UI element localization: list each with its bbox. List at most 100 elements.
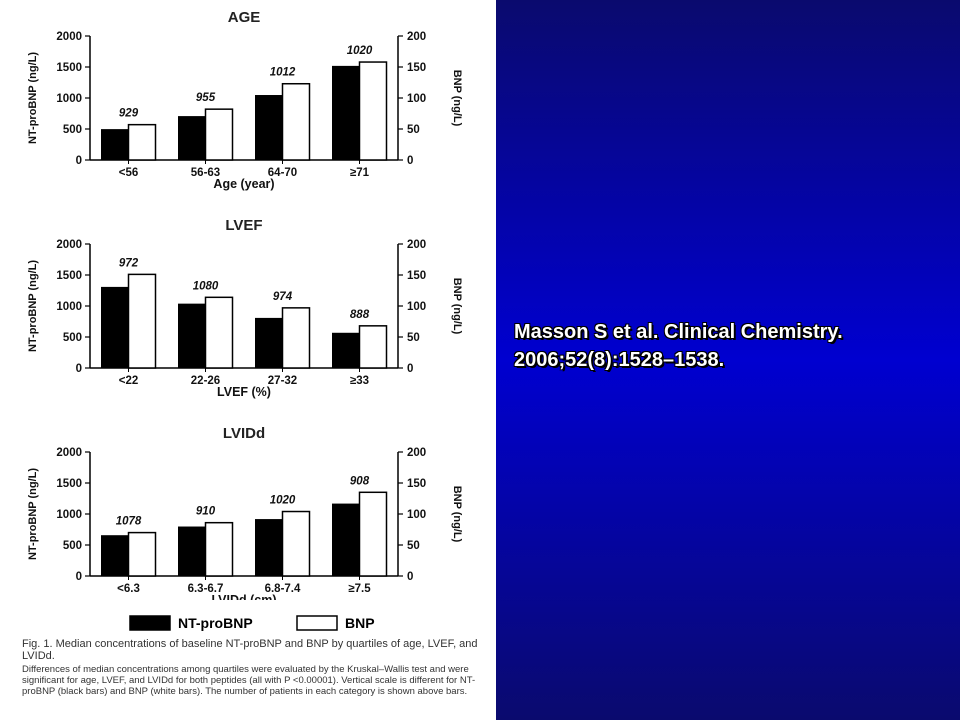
right-tick-label: 150 (407, 478, 426, 490)
x-axis-label: LVEF (%) (217, 385, 271, 399)
charts-svg: AGE0500100015002000050100150200NT-proBNP… (27, 9, 463, 600)
bar-ntprobnp (101, 286, 129, 369)
bar-ntprobnp (178, 526, 206, 577)
left-tick-label: 0 (76, 363, 82, 375)
bar-bnp (204, 296, 234, 369)
bar-ntprobnp (178, 303, 206, 369)
left-tick-label: 1500 (56, 478, 82, 490)
chart-title: AGE (228, 9, 261, 26)
patient-count-label: 910 (196, 506, 216, 518)
x-tick-label: ≥33 (350, 375, 369, 387)
right-tick-label: 150 (407, 62, 426, 74)
patient-count-label: 1020 (270, 495, 296, 507)
bar-ntprobnp (255, 95, 283, 161)
bar-bnp (281, 82, 311, 161)
left-tick-label: 2000 (56, 239, 82, 251)
left-tick-label: 1000 (56, 509, 82, 521)
left-tick-label: 2000 (56, 447, 82, 459)
left-axis-label: NT-proBNP (ng/L) (27, 468, 39, 560)
x-axis-label: LVIDd (cm) (211, 593, 276, 600)
left-tick-label: 0 (76, 571, 82, 583)
right-tick-label: 50 (407, 332, 420, 344)
patient-count-label: 1080 (193, 280, 219, 292)
bar-bnp (358, 61, 388, 161)
left-axis-label: NT-proBNP (ng/L) (27, 260, 39, 352)
bar-bnp (204, 108, 234, 161)
bar-bnp (127, 273, 157, 369)
left-tick-label: 2000 (56, 31, 82, 43)
x-tick-label: 6.8-7.4 (265, 583, 301, 595)
patient-count-label: 955 (196, 92, 216, 104)
figure-panel: AGE 0 500 1000 1500 2000 0 50 100 150 200 NT-proBNP… (22, 9, 478, 697)
patient-count-label: 1012 (270, 67, 296, 79)
patient-count-label: 972 (119, 257, 139, 269)
legend-swatch-nt (129, 615, 171, 631)
caption-main: Fig. 1. Median concentrations of baselin… (22, 638, 478, 662)
right-tick-label: 0 (407, 571, 413, 583)
bar-bnp (127, 531, 157, 577)
bar-ntprobnp (178, 116, 206, 161)
legend-swatch-bnp (296, 615, 338, 631)
right-tick-label: 200 (407, 31, 426, 43)
patient-count-label: 908 (350, 475, 370, 487)
patient-count-label: 929 (119, 108, 139, 120)
right-tick-label: 50 (407, 124, 420, 136)
right-tick-label: 100 (407, 301, 426, 313)
bar-bnp (127, 123, 157, 161)
citation-line-2: 2006;52(8):1528–1538. (514, 349, 725, 371)
figure-caption: Fig. 1. Median concentrations of baselin… (22, 638, 478, 697)
bar-bnp (358, 491, 388, 577)
caption-note: Differences of median concentrations amo… (22, 664, 476, 697)
patient-count-label: 1020 (347, 45, 373, 57)
left-tick-label: 500 (63, 124, 82, 136)
x-axis-label: Age (year) (213, 177, 274, 191)
left-tick-label: 0 (76, 155, 82, 167)
x-tick-label: 27-32 (268, 375, 297, 387)
right-axis-label: BNP (ng/L) (451, 486, 463, 543)
right-tick-label: 200 (407, 447, 426, 459)
bar-bnp (204, 521, 234, 577)
right-tick-label: 50 (407, 540, 420, 552)
left-tick-label: 1000 (56, 93, 82, 105)
x-tick-label: 6.3-6.7 (188, 583, 224, 595)
x-tick-label: <22 (119, 375, 139, 387)
right-tick-label: 0 (407, 155, 413, 167)
chart-title: LVEF (225, 217, 262, 234)
left-axis-label: NT-proBNP (ng/L) (27, 52, 39, 144)
bar-ntprobnp (101, 535, 129, 577)
citation-panel: Masson S et al. Clinical Chemistry. 2006… (496, 0, 960, 720)
x-tick-label: ≥71 (350, 167, 370, 179)
right-tick-label: 100 (407, 93, 426, 105)
legend: NT-proBNP BNP (129, 615, 375, 631)
bar-bnp (358, 325, 388, 369)
right-axis-label: BNP (ng/L) (451, 70, 463, 127)
chart-title: LVIDd (223, 425, 265, 442)
x-tick-label: 56-63 (191, 167, 220, 179)
right-tick-label: 100 (407, 509, 426, 521)
legend-label-bnp: BNP (345, 615, 375, 631)
left-tick-label: 500 (63, 540, 82, 552)
x-tick-label: <6.3 (117, 583, 140, 595)
legend-label-nt: NT-proBNP (178, 615, 253, 631)
x-tick-label: 22-26 (191, 375, 220, 387)
x-tick-label: <56 (119, 167, 139, 179)
citation-text: Masson S et al. Clinical Chemistry. 2006… (514, 318, 948, 374)
bar-bnp (281, 510, 311, 577)
x-tick-label: ≥7.5 (348, 583, 371, 595)
patient-count-label: 1078 (116, 516, 142, 528)
right-tick-label: 200 (407, 239, 426, 251)
patient-count-label: 974 (273, 291, 293, 303)
left-tick-label: 1500 (56, 62, 82, 74)
bar-ntprobnp (332, 332, 360, 369)
right-tick-label: 150 (407, 270, 426, 282)
right-axis-label: BNP (ng/L) (451, 278, 463, 335)
citation-line-1: Masson S et al. Clinical Chemistry. (514, 321, 843, 343)
bar-bnp (281, 307, 311, 369)
patient-count-label: 888 (350, 309, 370, 321)
left-tick-label: 1000 (56, 301, 82, 313)
bar-ntprobnp (255, 519, 283, 577)
right-tick-label: 0 (407, 363, 413, 375)
left-tick-label: 500 (63, 332, 82, 344)
x-tick-label: 64-70 (268, 167, 297, 179)
left-tick-label: 1500 (56, 270, 82, 282)
